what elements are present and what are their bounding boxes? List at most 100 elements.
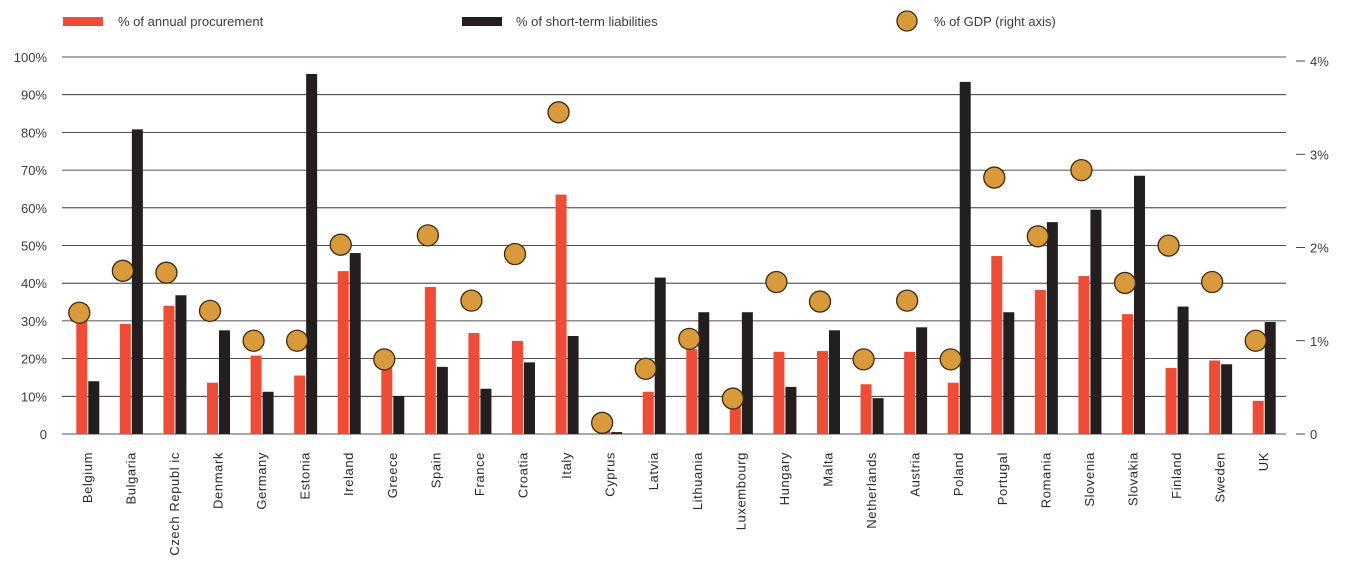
x-category-label: Slovakia [1126, 452, 1141, 506]
marker-gdp [547, 101, 570, 124]
bar-procurement [294, 375, 306, 434]
y-left-tick-label: 50% [21, 239, 47, 254]
bar-liabilities [611, 432, 623, 434]
x-category-label: Austria [908, 452, 923, 497]
bar-procurement [250, 355, 262, 434]
y-right-tick-label: 0 [1310, 427, 1317, 442]
bar-procurement [1209, 360, 1221, 434]
bar-procurement [119, 323, 131, 434]
bar-liabilities [1003, 312, 1015, 434]
x-category-label: Cyprus [603, 452, 618, 497]
x-axis-labels: Belgium Bulgaria Czech Republ ic Denmark Ger… [80, 452, 1271, 556]
bar-liabilities [1046, 222, 1058, 434]
marker-gdp [416, 224, 440, 247]
bar-procurement [860, 384, 872, 434]
bar-procurement [163, 305, 175, 434]
bar-liabilities [872, 398, 884, 434]
x-category-label: Luxembourg [733, 452, 748, 530]
y-left-tick-label: 100% [14, 50, 48, 65]
bar-procurement [555, 194, 567, 434]
bar-procurement [1165, 368, 1177, 434]
bar-liabilities [785, 386, 797, 434]
x-category-label: UK [1256, 452, 1271, 471]
bar-liabilities [1177, 306, 1189, 434]
marker-gdp [1026, 225, 1050, 248]
bar-liabilities [436, 366, 448, 434]
marker-gdp [242, 329, 265, 352]
marker-gdp [808, 290, 832, 313]
y-axis-right-ticks: 0 1% 2% 3% 4% [1310, 54, 1329, 442]
y-right-tick-label: 1% [1310, 334, 1329, 349]
x-category-label: France [472, 452, 487, 496]
bar-liabilities [1221, 364, 1233, 434]
x-category-label: Romania [1038, 452, 1053, 508]
bar-liabilities [393, 396, 405, 434]
marker-gdp [460, 289, 483, 312]
bar-liabilities [131, 129, 143, 434]
legend-swatch-liabilities [462, 17, 502, 26]
bar-procurement [512, 340, 523, 434]
x-category-label: Hungary [777, 452, 792, 505]
bar-liabilities [654, 277, 666, 434]
legend: % of annual procurement % of short-term … [63, 10, 1056, 32]
bar-liabilities [1090, 209, 1102, 434]
marker-gdp [852, 348, 875, 371]
marker-gdp [1070, 158, 1093, 182]
gridlines-right [1296, 60, 1305, 435]
x-category-label: Estonia [298, 452, 313, 500]
bar-liabilities [480, 388, 492, 434]
bar-liabilities [959, 81, 971, 434]
bars-group [76, 73, 1276, 434]
bar-procurement [381, 364, 393, 434]
marker-gdp [155, 261, 178, 284]
marker-gdp [678, 327, 701, 351]
y-right-tick-label: 2% [1310, 241, 1329, 256]
bar-liabilities [219, 330, 230, 434]
bar-procurement [729, 392, 741, 434]
x-category-label: Finland [1169, 452, 1184, 499]
bar-procurement [76, 303, 88, 434]
bar-liabilities [829, 330, 840, 434]
y-right-tick-label: 3% [1310, 147, 1329, 162]
y-left-tick-label: 0 [40, 427, 47, 442]
bar-procurement [337, 271, 349, 434]
bar-procurement [817, 351, 828, 434]
x-category-label: Belgium [80, 452, 95, 503]
marker-gdp [590, 411, 614, 434]
marker-gdp [1113, 271, 1137, 295]
bar-liabilities [306, 73, 318, 434]
marker-gdp [1244, 329, 1267, 352]
x-category-label: Spain [428, 452, 443, 488]
marker-gdp [373, 348, 396, 371]
bar-liabilities [741, 312, 753, 434]
marker-gdp [329, 233, 352, 256]
bar-procurement [207, 382, 218, 434]
y-left-tick-label: 30% [21, 314, 47, 329]
legend-label-procurement: % of annual procurement [118, 14, 264, 29]
bar-procurement [1252, 400, 1264, 434]
x-category-label: Lithuania [690, 452, 705, 510]
bar-liabilities [916, 327, 928, 434]
bar-liabilities [1134, 175, 1145, 434]
y-left-tick-label: 80% [21, 125, 47, 140]
bar-liabilities [175, 295, 187, 434]
x-category-label: Germany [254, 452, 269, 510]
bar-liabilities [524, 362, 535, 434]
bar-liabilities [1264, 322, 1276, 434]
marker-gdp [634, 357, 657, 380]
y-left-tick-label: 70% [21, 163, 47, 178]
bar-procurement [1034, 289, 1046, 434]
legend-swatch-gdp [896, 10, 918, 32]
marker-gdp [765, 270, 788, 294]
x-category-label: Slovenia [1082, 452, 1097, 507]
bar-procurement [424, 286, 436, 434]
y-left-tick-label: 90% [21, 88, 47, 103]
marker-gdp [111, 259, 135, 282]
marker-gdp [68, 301, 91, 324]
bar-liabilities [349, 253, 361, 434]
bar-procurement [1078, 276, 1090, 434]
x-category-label: Netherlands [864, 452, 879, 529]
x-category-label: Croatia [516, 452, 531, 498]
bar-procurement [991, 256, 1003, 434]
